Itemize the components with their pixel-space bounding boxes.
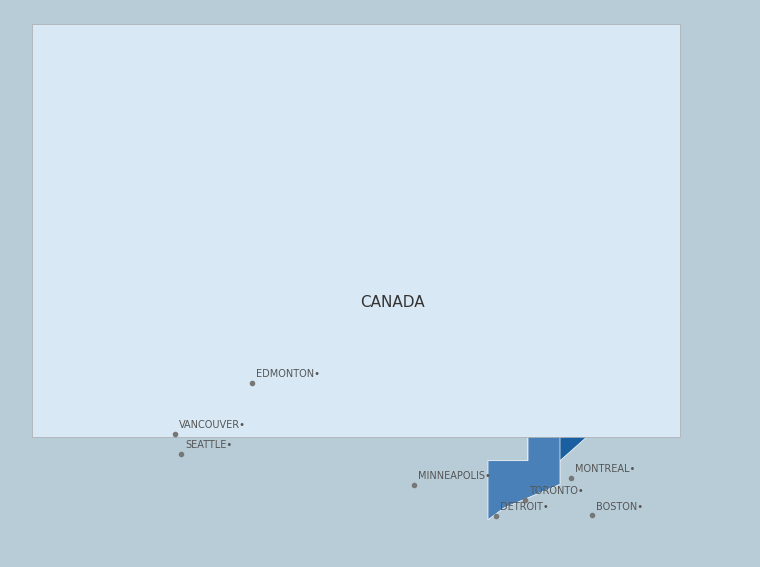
Text: DETROIT•: DETROIT•: [499, 502, 549, 512]
Text: BOSTON•: BOSTON•: [596, 502, 643, 511]
Text: TORONTO•: TORONTO•: [529, 486, 584, 496]
Polygon shape: [528, 284, 680, 484]
Polygon shape: [488, 425, 560, 520]
Polygon shape: [32, 24, 680, 437]
Text: MINNEAPOLIS•: MINNEAPOLIS•: [418, 471, 491, 481]
Text: CANADA: CANADA: [359, 295, 424, 310]
Text: EDMONTON•: EDMONTON•: [256, 370, 320, 379]
Text: MONTREAL•: MONTREAL•: [575, 464, 636, 475]
Text: SEATTLE•: SEATTLE•: [185, 439, 233, 450]
Text: VANCOUVER•: VANCOUVER•: [179, 420, 246, 430]
